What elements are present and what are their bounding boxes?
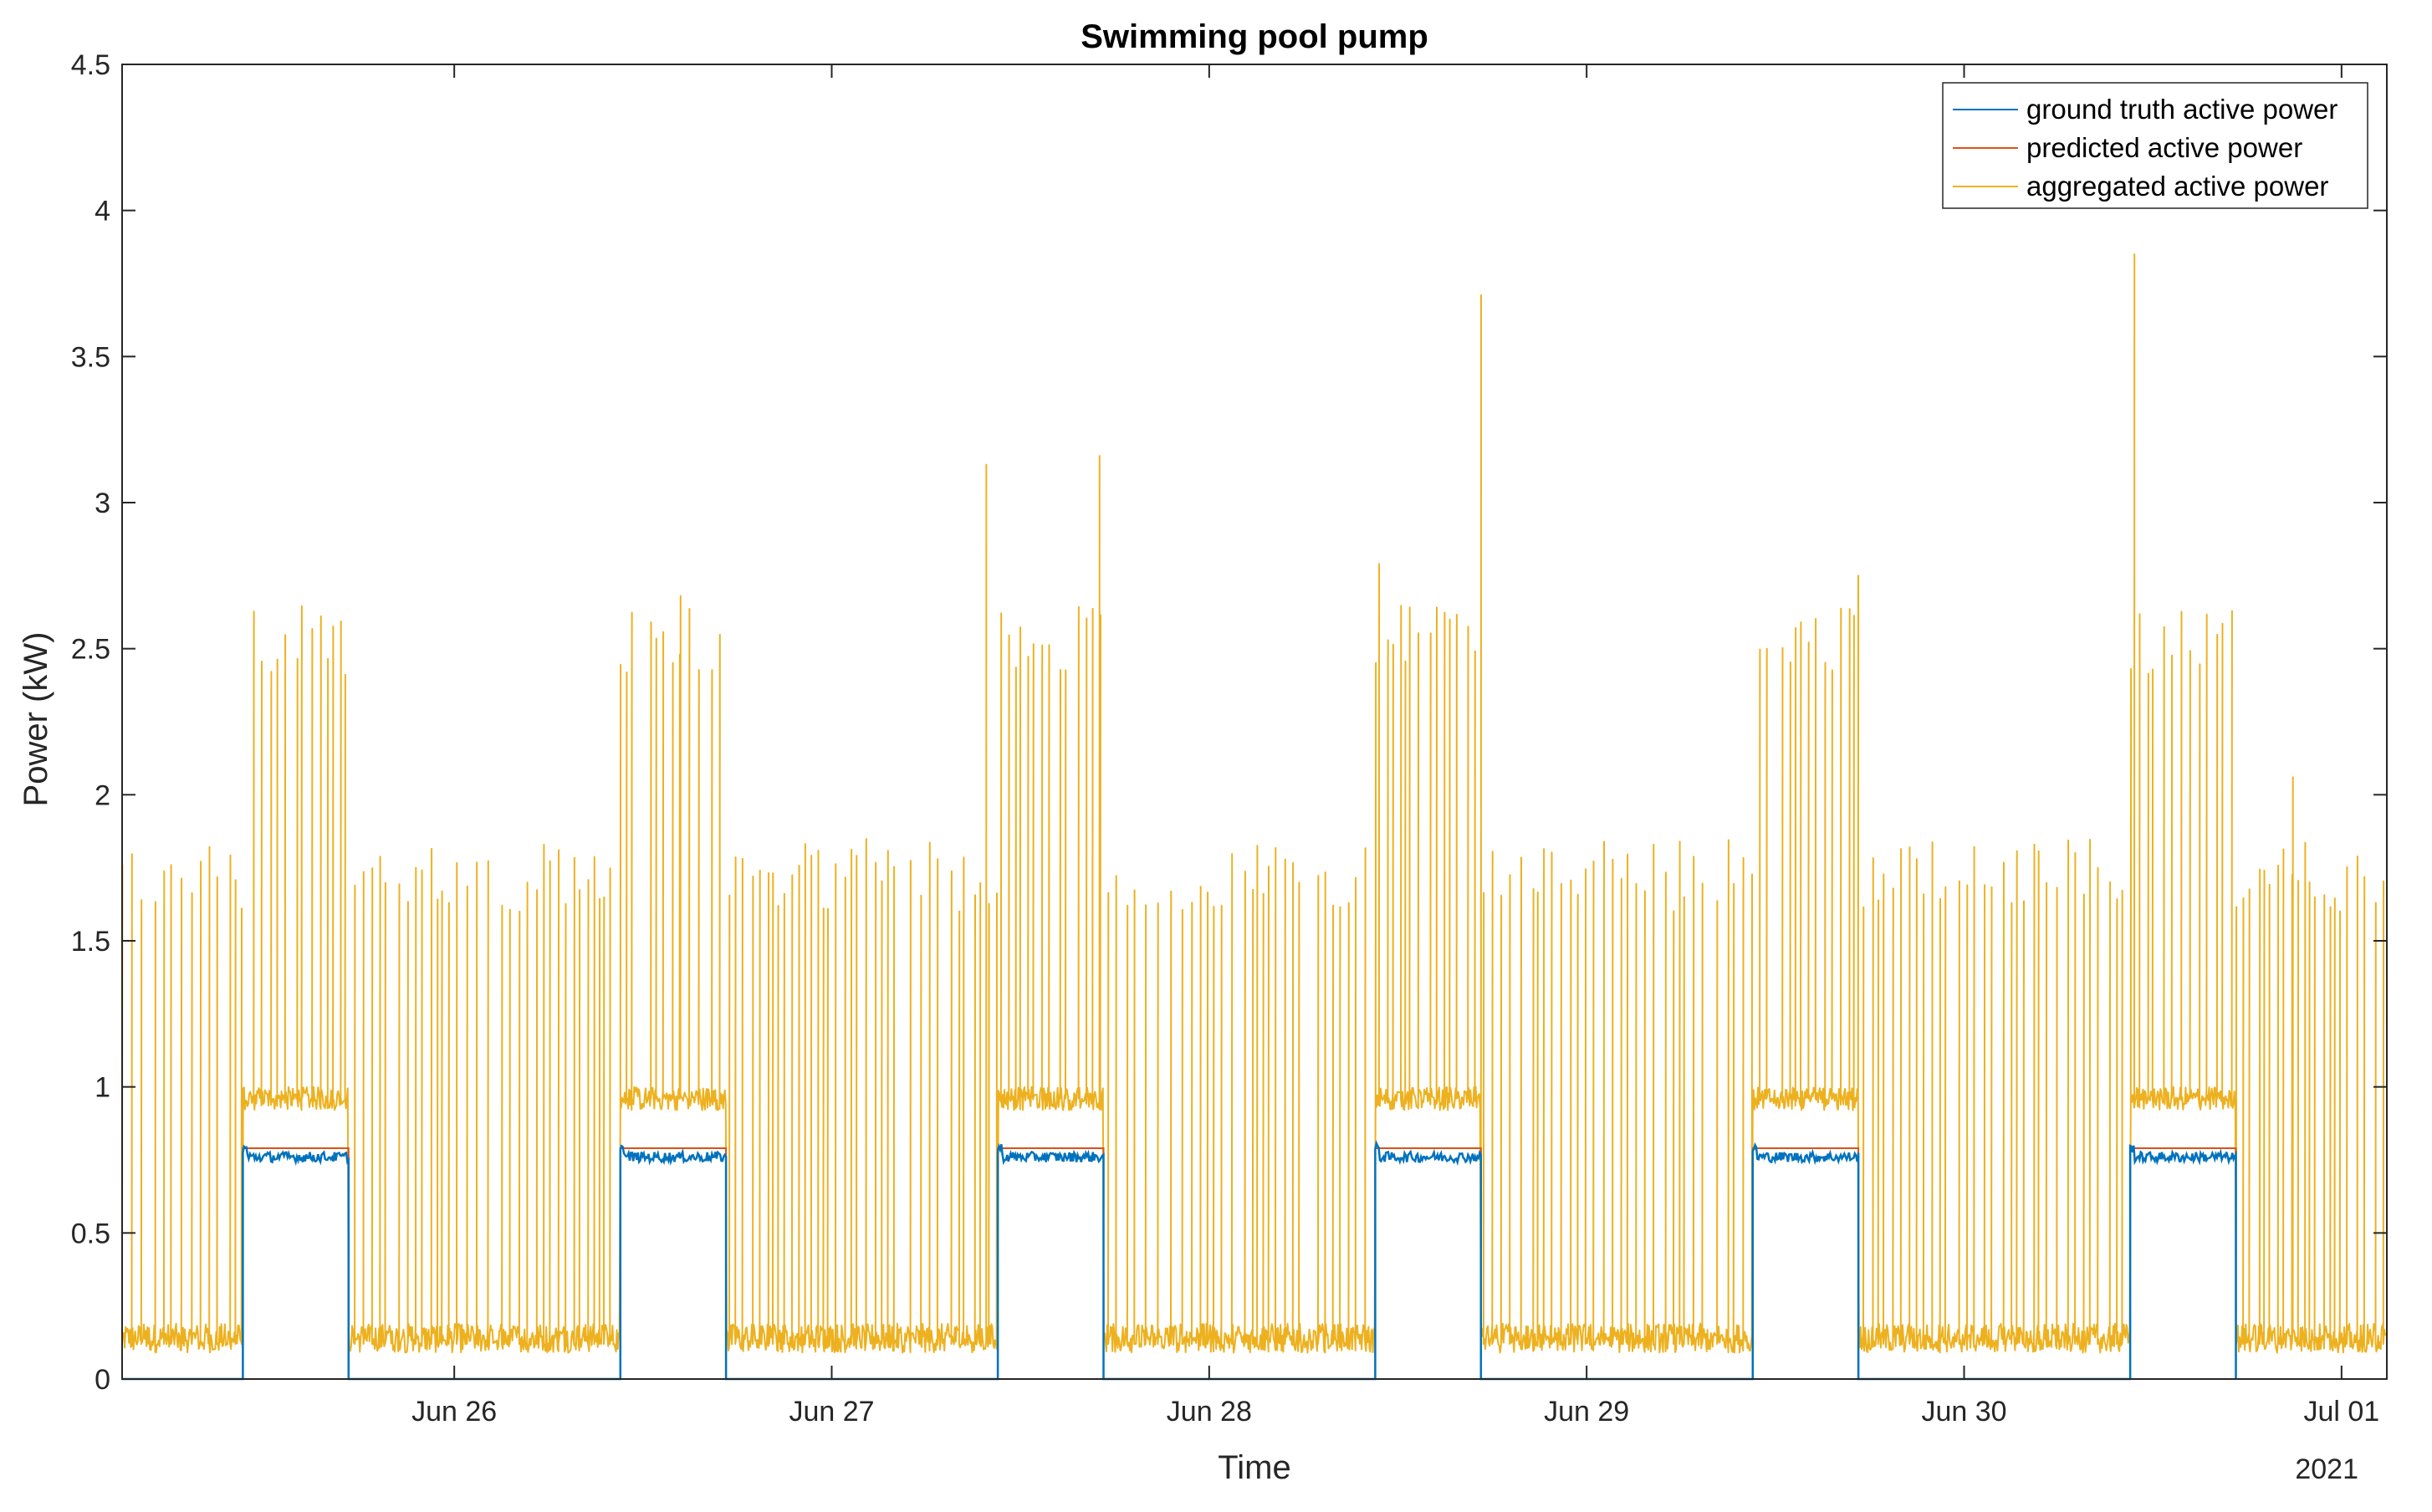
x-tick-label: Jun 28: [1167, 1396, 1252, 1428]
x-tick-label: Jun 30: [1921, 1396, 2006, 1428]
x-axis-label: Time: [1218, 1449, 1290, 1486]
legend-label-aggregated: aggregated active power: [2026, 171, 2328, 202]
series-aggregated-active-power: [121, 253, 2388, 1354]
x-axis: Jun 26 Jun 27 Jun 28 Jun 29 Jun 30 Jul 01: [411, 64, 2379, 1428]
y-tick-label: 1: [95, 1072, 110, 1104]
plot-area: [122, 64, 2387, 1379]
y-axis-label: Power (kW): [18, 632, 54, 807]
legend-label-ground-truth: ground truth active power: [2026, 94, 2337, 125]
x-tick-label: Jun 29: [1544, 1396, 1629, 1428]
x-tick-label: Jun 27: [789, 1396, 874, 1428]
legend: ground truth active power predicted acti…: [1942, 82, 2368, 209]
x-tick-label: Jun 26: [411, 1396, 497, 1428]
y-tick-label: 0: [95, 1364, 110, 1396]
y-tick-label: 4: [95, 196, 110, 227]
y-axis: 0 0.5 1 1.5 2 2.5 3 3.5 4 4.5: [71, 49, 2387, 1396]
legend-label-predicted: predicted active power: [2026, 132, 2302, 163]
y-tick-label: 2: [95, 779, 110, 811]
axes-frame: [121, 64, 2388, 1380]
y-tick-label: 0.5: [71, 1218, 110, 1249]
y-tick-label: 3.5: [71, 341, 110, 373]
y-tick-label: 4.5: [71, 49, 110, 81]
year-label: 2021: [2295, 1453, 2358, 1485]
x-tick-label: Jul 01: [2303, 1396, 2379, 1428]
y-tick-label: 3: [95, 488, 110, 519]
y-tick-label: 2.5: [71, 634, 110, 666]
chart-title: Swimming pool pump: [1081, 18, 1428, 55]
y-tick-label: 1.5: [71, 926, 110, 958]
